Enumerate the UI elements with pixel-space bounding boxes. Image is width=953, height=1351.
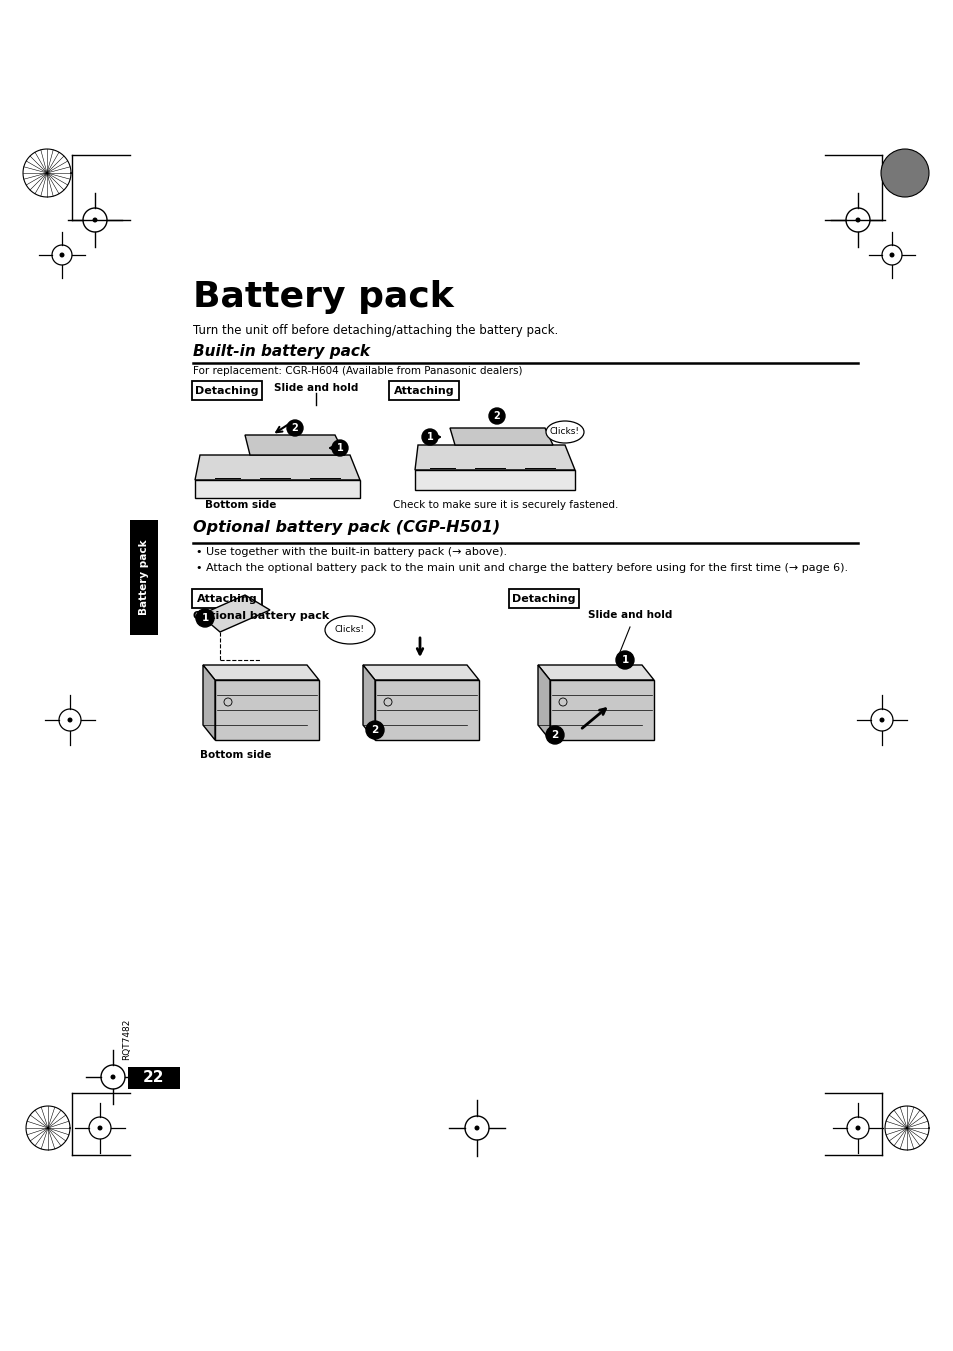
Polygon shape xyxy=(363,665,375,740)
Text: Clicks!: Clicks! xyxy=(335,626,365,635)
Polygon shape xyxy=(550,680,654,740)
Circle shape xyxy=(616,651,634,669)
Circle shape xyxy=(880,149,928,197)
Text: Battery pack: Battery pack xyxy=(193,280,454,313)
Text: Slide and hold: Slide and hold xyxy=(274,382,357,393)
Polygon shape xyxy=(194,480,359,499)
Text: Detaching: Detaching xyxy=(512,593,576,604)
Ellipse shape xyxy=(545,422,583,443)
Circle shape xyxy=(879,717,883,723)
Polygon shape xyxy=(214,680,318,740)
Ellipse shape xyxy=(325,616,375,644)
FancyBboxPatch shape xyxy=(130,520,158,635)
Polygon shape xyxy=(537,665,654,680)
Polygon shape xyxy=(537,665,550,740)
Text: 1: 1 xyxy=(426,432,433,442)
Circle shape xyxy=(111,1074,115,1079)
Polygon shape xyxy=(375,680,478,740)
Text: 1: 1 xyxy=(201,613,209,623)
Polygon shape xyxy=(194,455,359,480)
Text: 2: 2 xyxy=(292,423,298,434)
Polygon shape xyxy=(415,444,575,470)
Circle shape xyxy=(888,253,894,258)
FancyBboxPatch shape xyxy=(509,589,578,608)
FancyBboxPatch shape xyxy=(128,1067,180,1089)
Circle shape xyxy=(92,218,97,223)
FancyBboxPatch shape xyxy=(192,381,262,400)
Text: Built-in battery pack: Built-in battery pack xyxy=(193,345,370,359)
Text: RQT7482: RQT7482 xyxy=(122,1019,132,1061)
Text: Attaching: Attaching xyxy=(394,385,454,396)
Polygon shape xyxy=(245,435,345,455)
Text: • Use together with the built-in battery pack (→ above).: • Use together with the built-in battery… xyxy=(195,547,507,557)
Polygon shape xyxy=(203,665,214,740)
Text: Detaching: Detaching xyxy=(195,385,258,396)
FancyBboxPatch shape xyxy=(389,381,458,400)
Circle shape xyxy=(97,1125,102,1131)
Circle shape xyxy=(287,420,303,436)
FancyBboxPatch shape xyxy=(192,589,262,608)
Polygon shape xyxy=(203,665,318,680)
Circle shape xyxy=(489,408,504,424)
Circle shape xyxy=(366,721,384,739)
Text: Check to make sure it is securely fastened.: Check to make sure it is securely fasten… xyxy=(393,500,618,509)
Polygon shape xyxy=(200,594,270,632)
Text: Slide and hold: Slide and hold xyxy=(587,611,672,620)
Text: Bottom side: Bottom side xyxy=(205,500,276,509)
Circle shape xyxy=(59,253,65,258)
Text: 2: 2 xyxy=(493,411,500,422)
Circle shape xyxy=(332,440,348,457)
Polygon shape xyxy=(450,428,553,444)
Text: 1: 1 xyxy=(336,443,343,453)
Text: Optional battery pack (CGP-H501): Optional battery pack (CGP-H501) xyxy=(193,520,499,535)
Circle shape xyxy=(195,609,213,627)
Text: 2: 2 xyxy=(371,725,378,735)
Text: Turn the unit off before detaching/attaching the battery pack.: Turn the unit off before detaching/attac… xyxy=(193,324,558,336)
Polygon shape xyxy=(363,665,478,680)
Circle shape xyxy=(855,1125,860,1131)
Text: Attaching: Attaching xyxy=(196,593,257,604)
Text: Optional battery pack: Optional battery pack xyxy=(193,611,329,621)
Circle shape xyxy=(421,430,437,444)
Text: 1: 1 xyxy=(620,655,628,665)
Text: 22: 22 xyxy=(143,1070,165,1085)
Text: For replacement: CGR-H604 (Available from Panasonic dealers): For replacement: CGR-H604 (Available fro… xyxy=(193,366,522,376)
Polygon shape xyxy=(415,470,575,490)
Circle shape xyxy=(68,717,72,723)
Text: Clicks!: Clicks! xyxy=(550,427,579,436)
Text: Bottom side: Bottom side xyxy=(200,750,271,761)
Circle shape xyxy=(474,1125,479,1131)
Text: 2: 2 xyxy=(551,730,558,740)
Text: Battery pack: Battery pack xyxy=(139,539,149,615)
Circle shape xyxy=(855,218,860,223)
Text: • Attach the optional battery pack to the main unit and charge the battery befor: • Attach the optional battery pack to th… xyxy=(195,563,847,573)
Circle shape xyxy=(545,725,563,744)
